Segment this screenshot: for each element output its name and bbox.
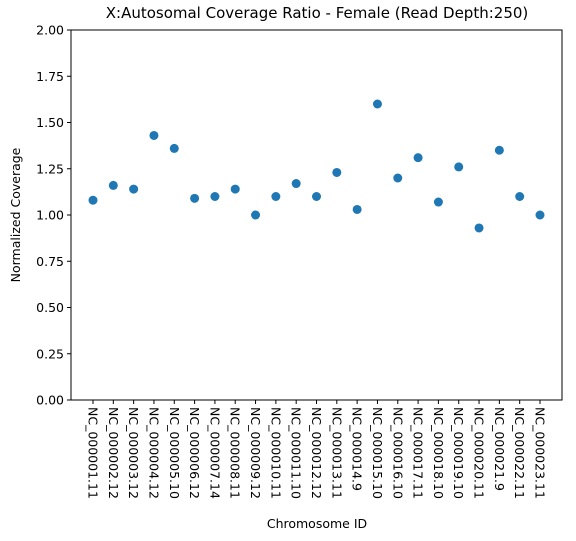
x-tick-label: NC_000004.12 xyxy=(146,407,161,499)
data-point xyxy=(291,179,301,189)
x-tick-label: NC_000005.10 xyxy=(167,407,182,499)
x-tick-label: NC_000012.12 xyxy=(309,407,324,499)
y-tick-label: 2.00 xyxy=(36,23,64,38)
data-point xyxy=(393,173,403,183)
x-tick-label: NC_000008.11 xyxy=(228,407,243,499)
data-points xyxy=(88,99,545,233)
x-tick-label: NC_000003.12 xyxy=(126,407,141,499)
data-point xyxy=(108,180,118,190)
x-tick-label: NC_000014.9 xyxy=(350,407,365,491)
data-point xyxy=(332,167,342,177)
x-tick-label: NC_000016.10 xyxy=(390,407,405,499)
plot-area xyxy=(70,29,563,401)
data-point xyxy=(149,130,159,140)
x-axis-label: Chromosome ID xyxy=(267,516,367,531)
y-tick-label: 1.50 xyxy=(36,115,64,130)
x-tick-label: NC_000009.12 xyxy=(248,407,263,499)
x-tick-label: NC_000017.11 xyxy=(411,407,426,499)
y-axis: 0.00 0.25 0.50 0.75 1.00 1.25 1.50 1.75 2.00 xyxy=(36,23,71,408)
x-tick-label: NC_000011.10 xyxy=(289,407,304,499)
y-tick-label: 0.75 xyxy=(36,254,64,269)
data-point xyxy=(312,192,321,201)
data-point xyxy=(352,204,362,214)
y-tick-label: 1.00 xyxy=(36,208,64,223)
data-point xyxy=(210,192,220,201)
x-tick-label: NC_000018.10 xyxy=(431,407,446,499)
data-point xyxy=(169,143,179,153)
data-point xyxy=(129,184,139,194)
data-point xyxy=(230,184,240,194)
x-tick-label: NC_000006.12 xyxy=(187,407,202,499)
data-point xyxy=(413,153,423,163)
x-tick-label: NC_000022.11 xyxy=(512,407,527,499)
x-tick-label: NC_000015.10 xyxy=(370,407,385,499)
x-tick-label: NC_000002.12 xyxy=(106,407,121,499)
data-point xyxy=(251,210,261,220)
x-tick-label: NC_000019.10 xyxy=(451,407,466,499)
data-point xyxy=(271,192,281,201)
data-point xyxy=(88,195,98,205)
data-point xyxy=(494,145,504,155)
data-point xyxy=(433,197,443,207)
y-tick-label: 1.75 xyxy=(36,69,64,84)
x-tick-label: NC_000001.11 xyxy=(86,407,101,499)
data-point xyxy=(474,223,484,233)
x-axis: NC_000001.11 NC_000002.12 NC_000003.12 NC_0… xyxy=(86,400,548,499)
x-tick-label: NC_000010.11 xyxy=(268,407,283,499)
x-tick-label: NC_000020.11 xyxy=(472,407,487,499)
x-tick-label: NC_000013.11 xyxy=(329,407,344,499)
data-point xyxy=(190,193,200,203)
y-tick-label: 1.25 xyxy=(36,161,64,176)
x-tick-label: NC_000007.14 xyxy=(207,407,222,499)
data-point xyxy=(535,210,545,220)
data-point xyxy=(454,162,464,172)
y-tick-label: 0.50 xyxy=(36,300,64,315)
y-axis-label: Normalized Coverage xyxy=(8,147,23,282)
plot-frame xyxy=(70,29,563,401)
x-tick-label: NC_000023.11 xyxy=(533,407,548,499)
y-tick-label: 0.00 xyxy=(36,393,64,408)
data-point xyxy=(372,99,382,109)
x-tick-label: NC_000021.9 xyxy=(492,407,507,491)
data-point xyxy=(515,192,525,201)
chart-title: X:Autosomal Coverage Ratio - Female (Rea… xyxy=(106,4,529,22)
y-tick-label: 0.25 xyxy=(36,346,64,361)
